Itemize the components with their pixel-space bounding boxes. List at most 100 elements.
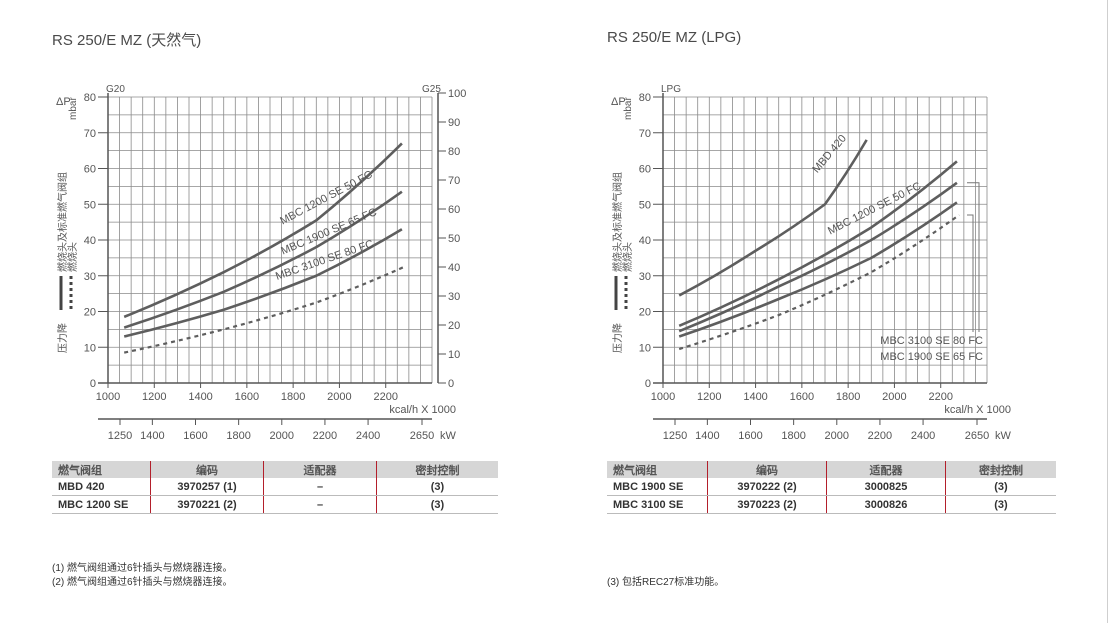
series-line bbox=[678, 181, 958, 333]
kw-tick-label: 2650 bbox=[965, 430, 989, 442]
x-tick-label: 2000 bbox=[327, 391, 351, 403]
x-tick-label: 1600 bbox=[790, 391, 814, 403]
cell-adapter: 3000826 bbox=[826, 495, 946, 514]
kw-unit-label: kW bbox=[995, 430, 1012, 442]
y-tick-label: 50 bbox=[639, 199, 651, 211]
panel-1-title: RS 250/E MZ (天然气) bbox=[52, 32, 202, 49]
cell-code: 3970257 (1) bbox=[150, 478, 264, 496]
valve-table-lpg: 燃气阀组 编码 适配器 密封控制 MBC 1900 SE 3970222 (2)… bbox=[607, 461, 1056, 514]
x-tick-label: 1800 bbox=[836, 391, 860, 403]
x-tick-label: 2200 bbox=[928, 391, 952, 403]
series-label: MBD 420 bbox=[810, 133, 849, 176]
footnote-2: (2) 燃气阀组通过6针插头与燃烧器连接。 bbox=[52, 577, 233, 588]
table-row: MBD 420 3970257 (1) – (3) bbox=[52, 478, 498, 496]
cell-adapter: 3000825 bbox=[826, 478, 946, 496]
y2-tick-label: 100 bbox=[448, 88, 466, 100]
kw-tick-label: 1400 bbox=[695, 430, 719, 442]
y-tick-label: 10 bbox=[84, 342, 96, 354]
cell-code: 3970223 (2) bbox=[707, 495, 827, 514]
header-adapter: 适配器 bbox=[826, 461, 946, 478]
x-unit-label: kcal/h X 1000 bbox=[944, 404, 1011, 416]
y-tick-label: 10 bbox=[639, 342, 651, 354]
valve-table-natural-gas: 燃气阀组 编码 适配器 密封控制 MBD 420 3970257 (1) – (… bbox=[52, 461, 498, 514]
series-line bbox=[123, 228, 403, 338]
table-row: MBC 3100 SE 3970223 (2) 3000826 (3) bbox=[607, 495, 1056, 514]
kw-tick-label: 2000 bbox=[825, 430, 849, 442]
kw-tick-label: 2200 bbox=[868, 430, 892, 442]
header-seal-control: 密封控制 bbox=[376, 461, 498, 478]
x-tick-label: 1000 bbox=[96, 391, 120, 403]
series-line-head-only bbox=[678, 214, 960, 351]
y-tick-label: 20 bbox=[639, 307, 651, 319]
x-tick-label: 1400 bbox=[743, 391, 767, 403]
leader-line bbox=[967, 214, 974, 332]
series-line bbox=[678, 160, 958, 327]
header-adapter: 适配器 bbox=[263, 461, 377, 478]
cell-valve: MBC 1200 SE bbox=[52, 495, 151, 514]
footnote-3: (3) 包括REC27标准功能。 bbox=[607, 577, 725, 588]
side-label-head-valve: 燃烧头及标准燃气阀组 bbox=[611, 172, 624, 272]
kw-tick-label: 1250 bbox=[108, 430, 132, 442]
y-unit-symbol: ΔP bbox=[56, 96, 71, 108]
series-label: MBC 3100 SE 80 FC bbox=[880, 335, 983, 347]
series-line bbox=[123, 190, 403, 329]
kw-tick-label: 1250 bbox=[663, 430, 687, 442]
y-tick-label: 70 bbox=[84, 128, 96, 140]
x-tick-label: 2000 bbox=[882, 391, 906, 403]
header-seal-control: 密封控制 bbox=[945, 461, 1056, 478]
series-line bbox=[123, 142, 403, 319]
page-edge-divider bbox=[1107, 0, 1108, 623]
series-line-head-only bbox=[123, 265, 405, 354]
x-tick-label: 1200 bbox=[142, 391, 166, 403]
kw-tick-label: 1800 bbox=[781, 430, 805, 442]
y2-tick-label: 20 bbox=[448, 320, 460, 332]
y-top-label: LPG bbox=[661, 84, 681, 95]
x-tick-label: 1400 bbox=[188, 391, 212, 403]
grid bbox=[662, 96, 988, 384]
footnote-1: (1) 燃气阀组通过6针插头与燃烧器连接。 bbox=[52, 563, 233, 574]
y-tick-label: 30 bbox=[84, 271, 96, 283]
x-tick-label: 1200 bbox=[697, 391, 721, 403]
x-tick-label: 1600 bbox=[235, 391, 259, 403]
x-tick-label: 1800 bbox=[281, 391, 305, 403]
cell-seal: (3) bbox=[945, 478, 1056, 496]
series-label: MBC 1200 SE 50 FC bbox=[826, 180, 923, 237]
y2-tick-label: 80 bbox=[448, 146, 460, 158]
y-tick-label: 50 bbox=[84, 199, 96, 211]
header-code: 编码 bbox=[150, 461, 264, 478]
y2-tick-label: 70 bbox=[448, 175, 460, 187]
y2-tick-label: 30 bbox=[448, 291, 460, 303]
y2-tick-label: 40 bbox=[448, 262, 460, 274]
kw-tick-label: 1600 bbox=[738, 430, 762, 442]
cell-code: 3970222 (2) bbox=[707, 478, 827, 496]
x-tick-label: 1000 bbox=[651, 391, 675, 403]
cell-seal: (3) bbox=[376, 478, 498, 496]
panel-2-title: RS 250/E MZ (LPG) bbox=[607, 29, 742, 46]
series-line bbox=[678, 139, 868, 297]
y2-tick-label: 10 bbox=[448, 349, 460, 361]
y-tick-label: 80 bbox=[639, 92, 651, 104]
panel-2-notes: (3) 包括REC27标准功能。 bbox=[607, 576, 724, 590]
panel-1-notes: (1) 燃气阀组通过6针插头与燃烧器连接。 (2) 燃气阀组通过6针插头与燃烧器… bbox=[52, 562, 233, 590]
y2-tick-label: 90 bbox=[448, 117, 460, 129]
y-tick-label: 60 bbox=[639, 164, 651, 176]
y-tick-label: 0 bbox=[90, 378, 96, 390]
side-label-head-valve: 燃烧头及标准燃气阀组 bbox=[56, 172, 69, 272]
cell-code: 3970221 (2) bbox=[150, 495, 264, 514]
y-tick-label: 40 bbox=[639, 235, 651, 247]
y2-tick-label: 0 bbox=[448, 378, 454, 390]
x-tick-label: 2200 bbox=[373, 391, 397, 403]
y-tick-label: 30 bbox=[639, 271, 651, 283]
y2-tick-label: 60 bbox=[448, 204, 460, 216]
header-code: 编码 bbox=[707, 461, 827, 478]
kw-unit-label: kW bbox=[440, 430, 457, 442]
y-tick-label: 20 bbox=[84, 307, 96, 319]
header-valve: 燃气阀组 bbox=[607, 461, 708, 478]
leader-line bbox=[967, 182, 980, 332]
series-label: MBC 1900 SE 65 FC bbox=[880, 351, 983, 363]
y2-top-label: G25 bbox=[422, 84, 441, 95]
kw-tick-label: 2000 bbox=[270, 430, 294, 442]
y-tick-label: 70 bbox=[639, 128, 651, 140]
table-row: MBC 1900 SE 3970222 (2) 3000825 (3) bbox=[607, 478, 1056, 496]
